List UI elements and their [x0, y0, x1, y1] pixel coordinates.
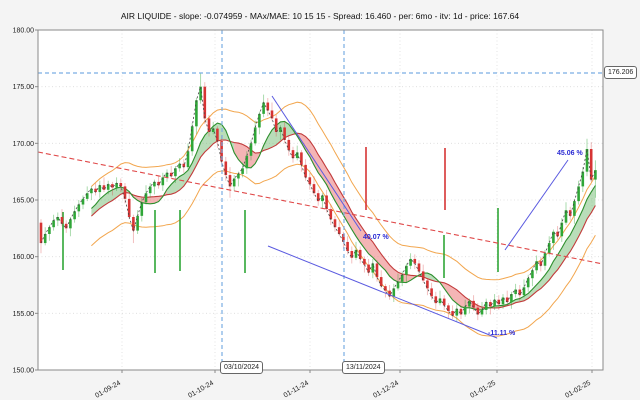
event-date-label-1: 03/10/2024 — [220, 361, 264, 374]
svg-text:155.00: 155.00 — [13, 311, 35, 318]
svg-text:01-09-24: 01-09-24 — [94, 380, 122, 400]
svg-text:01-01-25: 01-01-25 — [469, 380, 497, 400]
svg-text:01-11-24: 01-11-24 — [283, 380, 310, 400]
event-date-label-2: 13/11/2024 — [342, 361, 385, 374]
svg-text:45.06 %: 45.06 % — [557, 150, 583, 157]
max-price-label: 176.206 — [604, 66, 638, 79]
svg-text:150.00: 150.00 — [13, 368, 35, 375]
svg-text:180.00: 180.00 — [13, 28, 35, 35]
svg-text:165.00: 165.00 — [13, 198, 35, 205]
svg-text:01-12-24: 01-12-24 — [372, 380, 400, 400]
svg-text:175.00: 175.00 — [13, 84, 35, 91]
svg-text:01-10-24: 01-10-24 — [187, 380, 215, 400]
svg-text:160.00: 160.00 — [13, 254, 35, 261]
svg-text:170.00: 170.00 — [13, 141, 35, 148]
svg-text:40.07 %: 40.07 % — [363, 234, 389, 241]
chart-title: AIR LIQUIDE - slope: -0.074959 - MAx/MAE… — [120, 11, 520, 21]
svg-text:-11.11 %: -11.11 % — [488, 330, 516, 337]
svg-text:01-02-25: 01-02-25 — [564, 380, 592, 400]
